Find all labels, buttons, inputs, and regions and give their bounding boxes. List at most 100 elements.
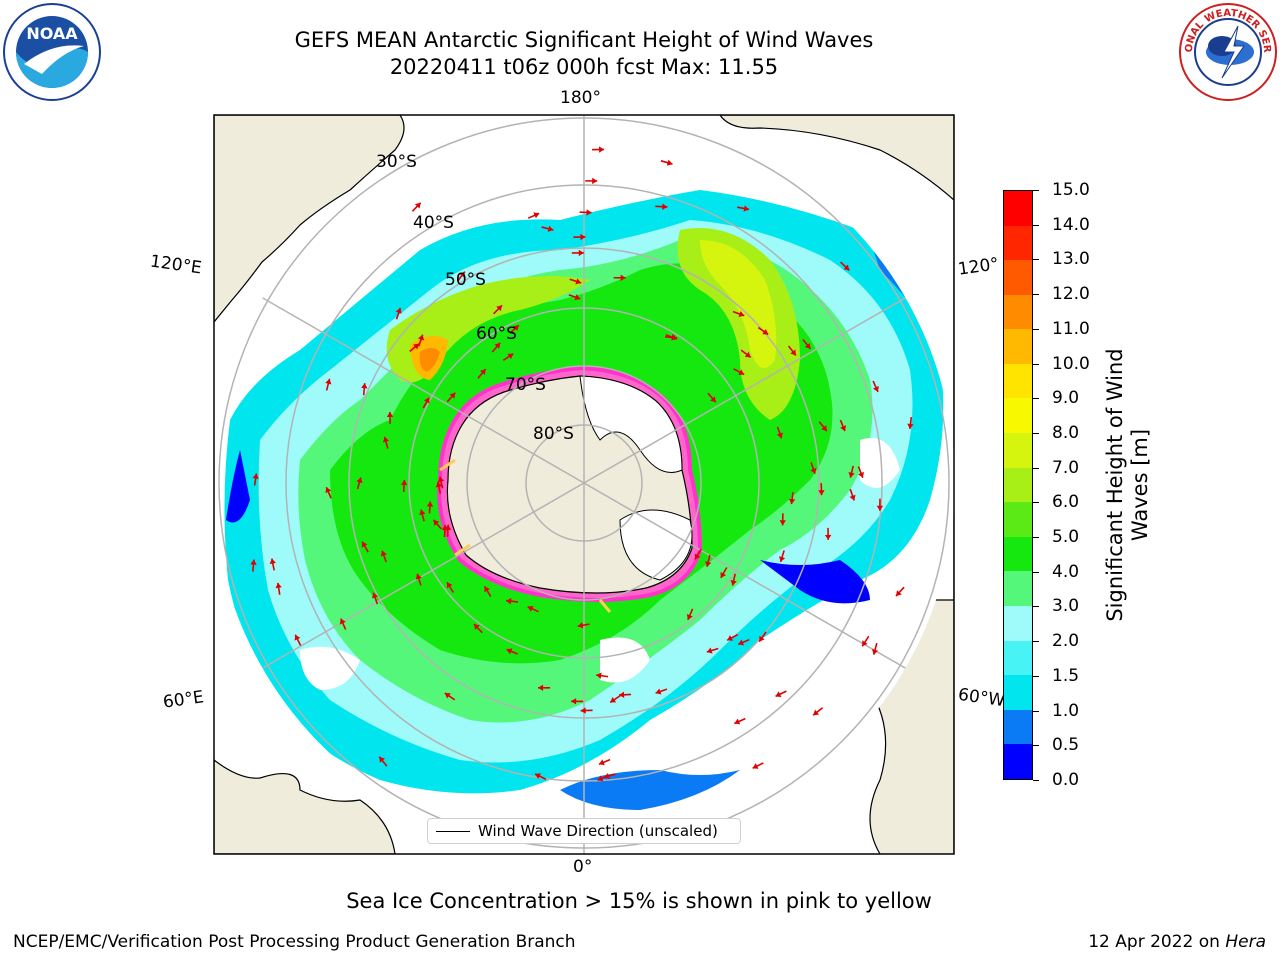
wave-arrow: [538, 684, 551, 691]
colorbar-tick-label: 15.0: [1052, 180, 1090, 200]
wave-arrow: [775, 690, 787, 698]
lat-label-40s: 40°S: [413, 213, 454, 233]
wave-arrow: [568, 294, 581, 301]
wave-arrow: [426, 501, 434, 514]
colorbar-tick-label: 10.0: [1052, 353, 1090, 374]
wave-arrow: [250, 559, 257, 572]
lat-label-70s: 70°S: [505, 375, 546, 395]
lat-label-50s: 50°S: [445, 270, 486, 290]
wave-arrow: [758, 631, 767, 643]
colorbar-tick-label: 1.0: [1052, 700, 1080, 721]
colorbar-tick-label: 4.0: [1052, 561, 1080, 582]
wave-arrow: [861, 635, 870, 647]
sea-ice-note: Sea Ice Concentration > 15% is shown in …: [346, 889, 932, 913]
wave-arrow: [571, 249, 584, 257]
wave-arrow: [506, 598, 519, 605]
wave-arrow: [707, 392, 717, 403]
wave-arrow: [603, 772, 616, 780]
colorbar-tick-label: 2.0: [1052, 631, 1080, 652]
wave-arrow: [409, 343, 420, 352]
colorbar-label: Significant Height of Wind Waves [m]: [1103, 348, 1152, 622]
wave-arrow: [382, 436, 390, 449]
colorbar-segment: [1004, 329, 1032, 364]
colorbar-tick-label: 8.0: [1052, 422, 1080, 443]
colorbar-tick-label: 13.0: [1052, 249, 1090, 270]
wave-arrow: [733, 368, 745, 376]
wave-arrow: [895, 586, 905, 597]
wave-arrow: [752, 762, 764, 769]
colorbar-tick-label: 14.0: [1052, 214, 1090, 235]
lat-label-80s: 80°S: [533, 424, 574, 444]
wave-arrow: [380, 550, 387, 563]
footer-date: 12 Apr 2022 on Hera: [1088, 932, 1266, 952]
wave-arrow: [444, 692, 456, 701]
lon-label-0: 0°: [573, 857, 593, 877]
colorbar-segment: [1004, 260, 1032, 295]
colorbar-tick-label: 1.5: [1052, 665, 1080, 686]
colorbar-segment: [1004, 190, 1032, 226]
wave-arrow: [509, 324, 520, 334]
chart-subtitle: 20220411 t06z 000h fcst Max: 11.55: [389, 55, 779, 79]
wave-arrow: [579, 209, 592, 216]
wave-arrow: [737, 205, 750, 212]
wave-arrow: [848, 465, 855, 478]
wave-arrow: [418, 334, 425, 347]
wave-arrow: [573, 233, 586, 241]
wave-arrow: [849, 488, 856, 501]
wave-arrow: [596, 672, 609, 679]
wave-arrow: [571, 698, 584, 705]
wave-arrow: [294, 634, 302, 646]
colorbar-segment: [1004, 433, 1032, 468]
colorbar-segment: [1004, 640, 1032, 676]
legend-label: Wind Wave Direction (unscaled): [478, 822, 718, 840]
colorbar-segment: [1004, 675, 1032, 710]
wave-arrow: [592, 146, 605, 153]
wave-arrow: [812, 707, 824, 716]
wave-arrow: [386, 411, 394, 424]
wave-arrow: [252, 473, 259, 486]
wave-arrow: [483, 585, 492, 598]
wave-arrow: [361, 383, 368, 396]
wave-arrow: [818, 483, 825, 496]
wave-arrow: [415, 573, 422, 586]
wave-arrow: [694, 548, 702, 560]
wave-arrow: [541, 225, 554, 232]
colorbar-segment: [1004, 536, 1032, 572]
wave-arrow: [720, 567, 728, 579]
svg-text:NOAA: NOAA: [26, 24, 78, 43]
wave-arrow: [655, 688, 668, 695]
colorbar-tick-label: 7.0: [1052, 457, 1080, 478]
lat-label-60s: 60°S: [476, 324, 517, 344]
wave-arrow: [810, 462, 817, 475]
wave-arrow: [726, 633, 739, 641]
wave-arrow: [734, 717, 746, 725]
footer-credit: NCEP/EMC/Verification Post Processing Pr…: [13, 932, 576, 952]
wave-arrow: [839, 419, 847, 432]
wave-arrow: [419, 509, 426, 522]
wave-arrow: [876, 498, 884, 511]
wave-arrow: [737, 638, 750, 646]
wave-arrow: [456, 271, 466, 282]
wave-arrow: [609, 695, 621, 704]
colorbar-ticks: 0.0 0.5 1.0 1.5 2.0 3.0 4.0 5.0 6.0 7.0 8.0 9.0 10.0…: [1033, 180, 1113, 790]
colorbar-tick-label: 5.0: [1052, 527, 1080, 548]
land: [214, 115, 954, 854]
wave-arrow: [706, 647, 719, 654]
wave-arrow: [477, 368, 487, 379]
lon-label-180: 180°: [560, 88, 601, 108]
colorbar-tick-label: 0.0: [1052, 770, 1080, 790]
wave-arrow: [660, 159, 673, 166]
wave-arrow: [840, 261, 850, 271]
colorbar-tick-label: 0.5: [1052, 735, 1080, 756]
wave-arrow: [339, 618, 347, 630]
wave-arrow: [356, 477, 363, 490]
map-frame: [213, 114, 955, 855]
wave-arrow: [411, 202, 422, 212]
wave-arrow: [665, 334, 678, 341]
wave-arrow: [437, 476, 445, 489]
colorbar-tick-label: 9.0: [1052, 388, 1080, 409]
wave-arrow: [275, 582, 282, 595]
wave-arrow: [686, 608, 694, 621]
wave-arrow: [446, 581, 455, 593]
colorbar-segment: [1004, 502, 1032, 537]
